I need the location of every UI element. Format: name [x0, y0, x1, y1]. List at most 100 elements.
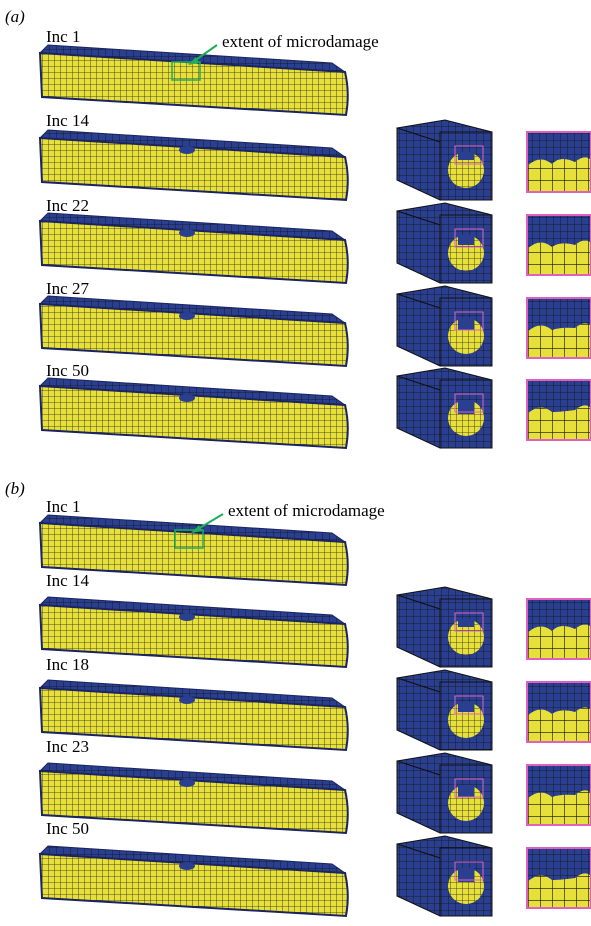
zoom-box	[454, 393, 484, 413]
cube-view	[396, 586, 591, 668]
beam-front	[38, 136, 349, 202]
section	[448, 235, 484, 271]
damage-box	[171, 61, 201, 81]
damage-notch	[458, 785, 474, 797]
cube-view	[396, 835, 591, 917]
close-up	[526, 598, 591, 660]
increment-label: Inc 22	[46, 196, 89, 215]
close-up	[526, 131, 591, 193]
damage	[179, 613, 195, 621]
close-up-yellow	[527, 157, 591, 192]
damage-notch	[458, 152, 474, 160]
close-up-border	[526, 681, 591, 743]
damage-notch	[458, 400, 474, 414]
increment-label: Inc 27	[46, 279, 89, 298]
damage	[179, 862, 195, 870]
close-up-border	[526, 214, 591, 276]
beam	[38, 845, 349, 918]
section	[448, 400, 484, 436]
beam	[38, 762, 349, 835]
close-up-border	[526, 764, 591, 826]
damage-notch	[458, 619, 474, 627]
zoom-box	[454, 145, 484, 165]
arrow-head	[191, 525, 202, 533]
close-up	[526, 764, 591, 826]
annotation: extent of microdamage	[228, 501, 385, 520]
increment-label: Inc 50	[46, 819, 89, 838]
close-up-yellow	[527, 240, 591, 275]
beam-front	[38, 769, 349, 835]
increment-label: Inc 23	[46, 737, 89, 756]
increment-label: Inc 1	[46, 497, 80, 516]
damage-notch	[458, 868, 474, 882]
cube-view	[396, 119, 591, 201]
section	[448, 868, 484, 904]
cube-view	[396, 367, 591, 449]
damage-notch	[458, 235, 474, 245]
increment-label: Inc 14	[46, 111, 89, 130]
zoom-box	[454, 861, 484, 881]
beam	[38, 212, 349, 285]
zoom-box	[454, 695, 484, 715]
close-up-yellow	[527, 790, 591, 825]
close-up-yellow	[527, 323, 591, 358]
damage	[179, 394, 195, 402]
cube-view	[396, 752, 591, 834]
panel-label: (a)	[5, 7, 25, 26]
damage	[179, 312, 195, 320]
beam-front	[38, 219, 349, 285]
beam-front	[38, 521, 349, 587]
section	[448, 619, 484, 655]
zoom-box	[454, 311, 484, 331]
close-up-border	[526, 297, 591, 359]
zoom-box	[454, 778, 484, 798]
damage	[179, 696, 195, 704]
section	[448, 152, 484, 188]
close-up-yellow	[527, 707, 591, 742]
close-up-border	[526, 131, 591, 193]
close-up-yellow	[527, 873, 591, 908]
damage	[179, 779, 195, 787]
section	[448, 318, 484, 354]
beam	[38, 514, 349, 587]
beam	[38, 679, 349, 752]
section	[448, 702, 484, 738]
increment-label: Inc 14	[46, 571, 89, 590]
damage	[179, 146, 195, 154]
beam-front	[38, 302, 349, 368]
section	[448, 785, 484, 821]
beam-front	[38, 852, 349, 918]
close-up-border	[526, 379, 591, 441]
damage-box	[174, 529, 204, 549]
zoom-box	[454, 228, 484, 248]
close-up-yellow	[527, 405, 591, 440]
beam	[38, 596, 349, 669]
increment-label: Inc 50	[46, 361, 89, 380]
increment-label: Inc 18	[46, 655, 89, 674]
annotation: extent of microdamage	[222, 32, 379, 51]
beam-front	[38, 686, 349, 752]
beam	[38, 377, 349, 450]
cube-view	[396, 202, 591, 284]
beam	[38, 295, 349, 368]
beam-front	[38, 51, 349, 117]
close-up-border	[526, 847, 591, 909]
increment-label: Inc 1	[46, 27, 80, 46]
close-up	[526, 847, 591, 909]
zoom-box	[454, 612, 484, 632]
cube-view	[396, 285, 591, 367]
panel-label: (b)	[5, 479, 25, 498]
damage-notch	[458, 318, 474, 330]
damage	[179, 229, 195, 237]
close-up	[526, 214, 591, 276]
cube-view	[396, 669, 591, 751]
beam-front	[38, 603, 349, 669]
close-up	[526, 379, 591, 441]
beam	[38, 129, 349, 202]
beam-front	[38, 384, 349, 450]
arrow-head	[188, 57, 199, 65]
close-up	[526, 297, 591, 359]
close-up	[526, 681, 591, 743]
beam	[38, 44, 349, 117]
